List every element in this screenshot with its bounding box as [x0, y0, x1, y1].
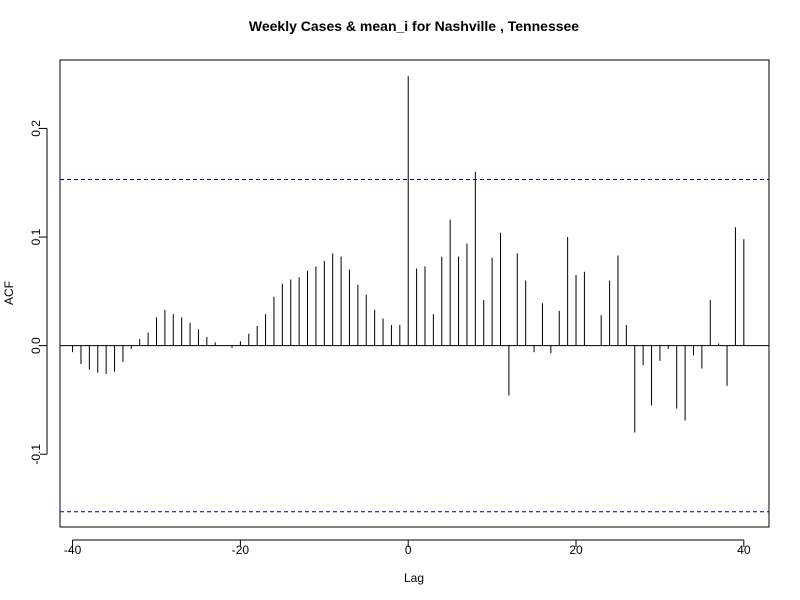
y-tick-label: -0.1: [29, 444, 43, 465]
x-axis: -40 -20 0 20 40: [64, 539, 751, 557]
x-tick-label: -20: [232, 543, 250, 557]
plot-frame: [59, 59, 770, 528]
x-tick-label: -40: [64, 543, 82, 557]
x-tick-label: 0: [405, 543, 412, 557]
chart-title: Weekly Cases & mean_i for Nashville , Te…: [249, 18, 579, 34]
acf-bars: [72, 76, 745, 433]
x-tick-label: 20: [569, 543, 583, 557]
y-axis-label: ACF: [2, 281, 16, 305]
x-axis-label: Lag: [404, 571, 424, 585]
y-tick-label: 0.1: [29, 228, 43, 245]
y-tick-label: 0.2: [29, 120, 43, 137]
x-tick-label: 40: [737, 543, 751, 557]
y-tick-label: 0.0: [29, 337, 43, 354]
y-axis: -0.1 0.0 0.1 0.2: [29, 120, 48, 465]
